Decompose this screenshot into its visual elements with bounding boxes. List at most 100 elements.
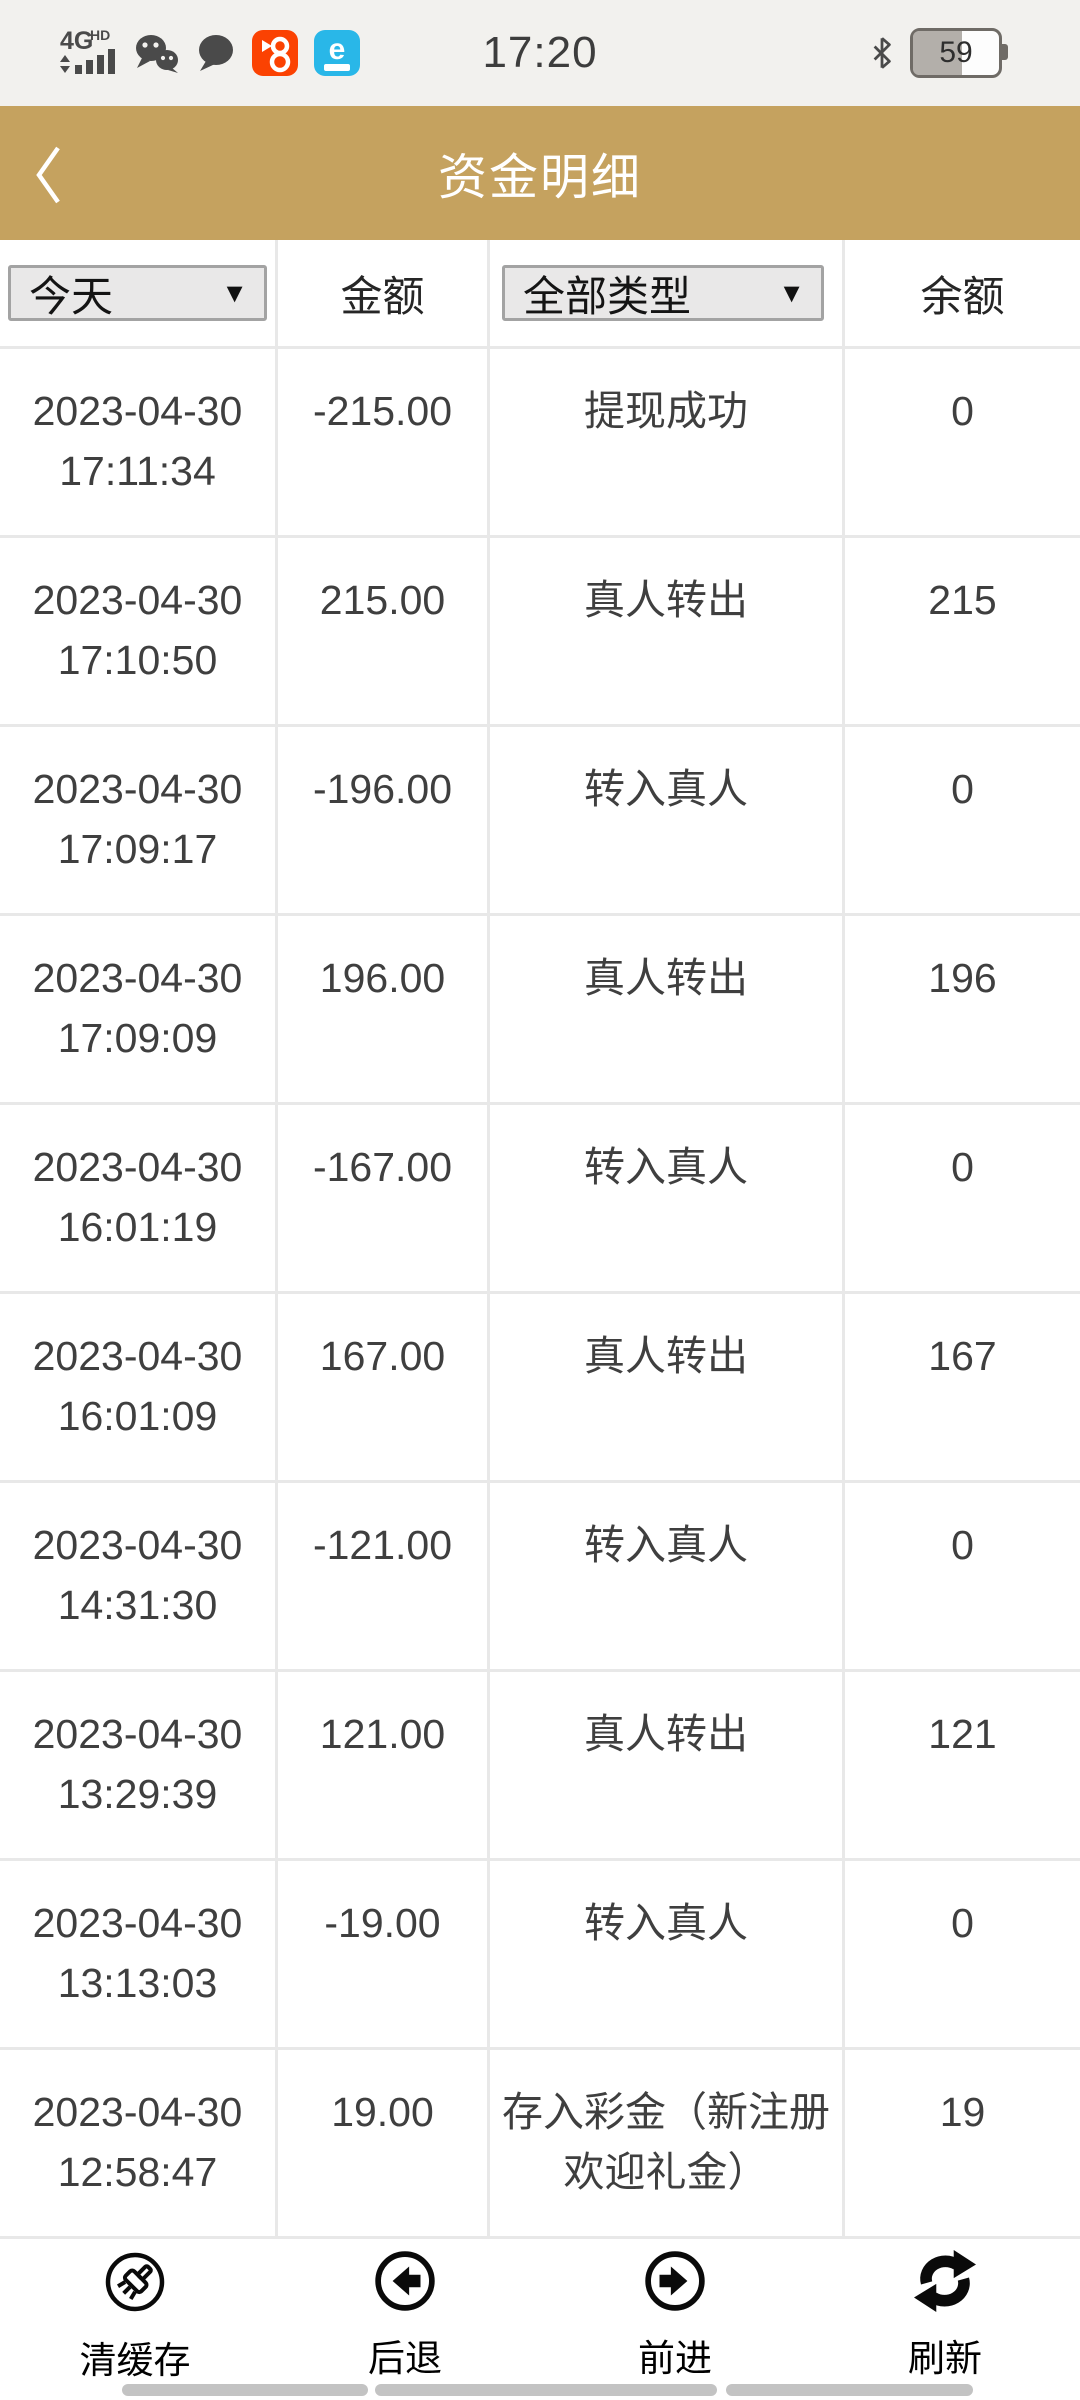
transaction-type: 转入真人: [490, 1105, 845, 1291]
transaction-balance: 121: [928, 1711, 997, 1757]
transaction-datetime: 2023-04-30 12:58:47: [0, 2050, 278, 2236]
type-filter-cell: 全部类型 ▼: [490, 240, 845, 346]
transaction-time: 16:01:09: [57, 1393, 218, 1439]
svg-text:HD: HD: [90, 27, 110, 43]
status-bar-clock: 17:20: [482, 28, 598, 77]
wechat-icon: [136, 35, 178, 73]
back-button[interactable]: [18, 132, 78, 218]
date-filter-value: 今天: [29, 272, 114, 320]
page-header: 资金明细: [0, 106, 1080, 240]
transaction-datetime: 2023-04-30 17:10:50: [0, 538, 278, 724]
status-bar: 4G HD: [0, 0, 1080, 106]
transaction-date: 2023-04-30: [32, 577, 243, 623]
clear-cache-broom-icon: [105, 2252, 165, 2312]
date-filter-select[interactable]: 今天 ▼: [8, 265, 267, 321]
table-row: 2023-04-30 12:58:47 19.00 存入彩金（新注册欢迎礼金） 19: [0, 2047, 1080, 2236]
transaction-time: 17:09:17: [57, 826, 218, 872]
cell-signal-4g-hd-icon: 4G HD: [60, 27, 115, 74]
transaction-amount: 19.00: [278, 2050, 490, 2236]
transaction-type: 转入真人: [490, 1861, 845, 2047]
transaction-type: 转入真人: [490, 727, 845, 913]
forward-circle-arrow-icon: [645, 2251, 705, 2311]
transaction-type: 真人转出: [490, 1672, 845, 1858]
refresh-icon: [914, 2250, 976, 2312]
transaction-date: 2023-04-30: [32, 955, 243, 1001]
transaction-datetime: 2023-04-30 16:01:09: [0, 1294, 278, 1480]
kuaishou-icon: [252, 30, 298, 76]
transaction-balance: 167: [928, 1333, 997, 1379]
transaction-balance: 0: [951, 1144, 974, 1190]
svg-text:4G: 4G: [60, 27, 93, 55]
page-title: 资金明细: [437, 150, 642, 205]
transaction-balance: 0: [951, 1900, 974, 1946]
table-row: 2023-04-30 16:01:19 -167.00 转入真人 0: [0, 1102, 1080, 1291]
transaction-time: 17:10:50: [57, 637, 218, 683]
transaction-amount: 121.00: [278, 1672, 490, 1858]
filter-bar: 今天 ▼ 金额 全部类型 ▼ 余额: [0, 240, 1080, 346]
type-filter-select[interactable]: 全部类型 ▼: [502, 265, 824, 321]
chevron-left-icon: [36, 146, 60, 204]
transaction-datetime: 2023-04-30 13:29:39: [0, 1672, 278, 1858]
transaction-datetime: 2023-04-30 16:01:19: [0, 1105, 278, 1291]
transaction-amount: 167.00: [278, 1294, 490, 1480]
transaction-datetime: 2023-04-30 13:13:03: [0, 1861, 278, 2047]
bluetooth-icon: [873, 37, 891, 69]
transaction-time: 17:11:34: [59, 448, 216, 494]
transaction-amount: -19.00: [278, 1861, 490, 2047]
transaction-date: 2023-04-30: [32, 1144, 243, 1190]
e-app-icon: e: [314, 30, 360, 76]
transaction-date: 2023-04-30: [32, 1900, 243, 1946]
transaction-datetime: 2023-04-30 17:11:34: [0, 349, 278, 535]
transaction-datetime: 2023-04-30 14:31:30: [0, 1483, 278, 1669]
bottom-scrollbar: [0, 2384, 1080, 2396]
table-row: 2023-04-30 17:11:34 -215.00 提现成功 0: [0, 346, 1080, 535]
table-row: 2023-04-30 16:01:09 167.00 真人转出 167: [0, 1291, 1080, 1480]
transaction-balance: 19: [939, 2089, 986, 2135]
table-row: 2023-04-30 14:31:30 -121.00 转入真人 0: [0, 1480, 1080, 1669]
transactions-table: 2023-04-30 17:11:34 -215.00 提现成功 0 2023-04-30…: [0, 346, 1080, 2239]
message-bubble-icon: [199, 35, 233, 71]
browser-back-button[interactable]: 后退: [270, 2250, 540, 2384]
transaction-datetime: 2023-04-30 17:09:09: [0, 916, 278, 1102]
transaction-type: 存入彩金（新注册欢迎礼金）: [490, 2050, 845, 2236]
transaction-date: 2023-04-30: [32, 766, 243, 812]
transaction-date: 2023-04-30: [32, 1333, 243, 1379]
transaction-date: 2023-04-30: [32, 2089, 243, 2135]
transaction-balance: 0: [951, 388, 974, 434]
transaction-amount: 196.00: [278, 916, 490, 1102]
transaction-balance: 0: [951, 766, 974, 812]
transaction-type: 真人转出: [490, 538, 845, 724]
battery-fill: [913, 31, 963, 75]
transaction-date: 2023-04-30: [32, 1711, 243, 1757]
transaction-amount: 215.00: [278, 538, 490, 724]
transaction-type: 提现成功: [490, 349, 845, 535]
date-filter-cell: 今天 ▼: [0, 240, 278, 346]
table-row: 2023-04-30 13:29:39 121.00 真人转出 121: [0, 1669, 1080, 1858]
transaction-balance: 215: [928, 577, 997, 623]
table-row: 2023-04-30 17:09:17 -196.00 转入真人 0: [0, 724, 1080, 913]
back-circle-arrow-icon: [375, 2251, 435, 2311]
table-row: 2023-04-30 17:09:09 196.00 真人转出 196: [0, 913, 1080, 1102]
transaction-type: 转入真人: [490, 1483, 845, 1669]
transaction-time: 12:58:47: [57, 2149, 218, 2195]
table-row: 2023-04-30 17:10:50 215.00 真人转出 215: [0, 535, 1080, 724]
refresh-button[interactable]: 刷新: [810, 2250, 1080, 2384]
battery-indicator: 59: [910, 28, 1008, 78]
transaction-time: 16:01:19: [57, 1204, 218, 1250]
transaction-amount: -167.00: [278, 1105, 490, 1291]
transaction-time: 14:31:30: [57, 1582, 218, 1628]
transaction-amount: -121.00: [278, 1483, 490, 1669]
transaction-time: 17:09:09: [57, 1015, 218, 1061]
amount-column-header: 金额: [278, 240, 490, 346]
transaction-time: 13:29:39: [57, 1771, 218, 1817]
transaction-amount: -215.00: [278, 349, 490, 535]
status-bar-right: 59: [870, 0, 1008, 106]
transaction-balance: 0: [951, 1522, 974, 1568]
transaction-type: 真人转出: [490, 916, 845, 1102]
transaction-datetime: 2023-04-30 17:09:17: [0, 727, 278, 913]
transaction-time: 13:13:03: [57, 1960, 218, 2006]
clear-cache-button[interactable]: 清缓存: [0, 2250, 270, 2384]
browser-forward-button[interactable]: 前进: [540, 2250, 810, 2384]
transaction-date: 2023-04-30: [32, 388, 243, 434]
